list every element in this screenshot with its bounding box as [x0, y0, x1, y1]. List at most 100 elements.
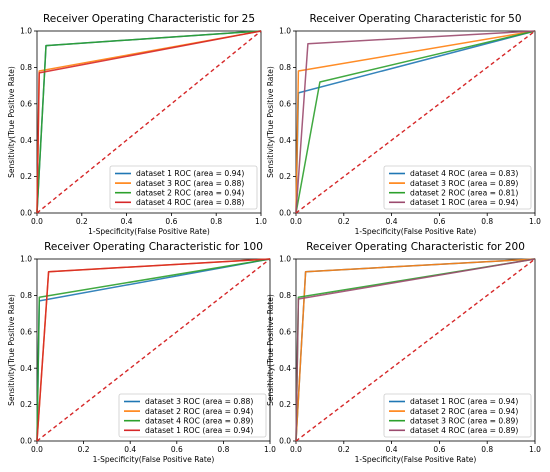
roc-curve-series-4 — [295, 258, 536, 442]
y-tick-label: 0.6 — [20, 327, 32, 336]
x-tick-label: 0.2 — [338, 217, 350, 226]
legend-entry: dataset 2 ROC (area = 0.81) — [410, 188, 518, 197]
y-tick-label: 0.8 — [20, 63, 32, 72]
legend: dataset 1 ROC (area = 0.94)dataset 2 ROC… — [383, 393, 532, 438]
roc-panel-1: Receiver Operating Characteristic for 25… — [7, 13, 267, 236]
plot-frame — [36, 30, 262, 214]
legend: dataset 4 ROC (area = 0.83)dataset 3 ROC… — [383, 165, 532, 210]
y-tick-label: 0.6 — [279, 99, 291, 108]
roc-panel-2: Receiver Operating Characteristic for 50… — [266, 13, 541, 236]
x-tick-label: 0.0 — [31, 217, 43, 226]
legend-entry: dataset 3 ROC (area = 0.89) — [410, 416, 518, 425]
y-tick-label: 1.0 — [20, 255, 32, 264]
y-tick-label: 0.0 — [20, 209, 32, 218]
roc-panel-3: Receiver Operating Characteristic for 10… — [7, 241, 276, 464]
x-tick-label: 0.8 — [481, 445, 493, 454]
roc-panel-4: Receiver Operating Characteristic for 20… — [266, 241, 541, 464]
roc-curve-series-3 — [36, 30, 262, 214]
legend-entry: dataset 2 ROC (area = 0.94) — [145, 407, 253, 416]
roc-curve-series-4 — [295, 30, 536, 214]
x-tick-label: 1.0 — [264, 445, 276, 454]
roc-curve-series-3 — [36, 258, 271, 442]
y-tick-label: 1.0 — [20, 27, 32, 36]
y-tick-label: 0.2 — [20, 400, 32, 409]
y-tick-label: 0.8 — [279, 63, 291, 72]
roc-curve-series-3 — [295, 30, 536, 214]
plot-frame — [295, 258, 536, 442]
x-tick-label: 0.0 — [290, 217, 302, 226]
legend-entry: dataset 1 ROC (area = 0.94) — [145, 426, 253, 435]
y-tick-label: 0.0 — [279, 209, 291, 218]
x-tick-label: 0.8 — [210, 217, 222, 226]
y-tick-label: 0.6 — [20, 99, 32, 108]
y-axis-label: Sensitivity(True Positive Rate) — [266, 294, 275, 406]
plot-frame — [36, 258, 271, 442]
chance-line — [36, 258, 271, 442]
legend-entry: dataset 4 ROC (area = 0.88) — [136, 198, 244, 207]
y-tick-label: 0.2 — [20, 172, 32, 181]
x-tick-label: 1.0 — [255, 217, 267, 226]
y-tick-label: 0.4 — [279, 136, 291, 145]
legend-entry: dataset 1 ROC (area = 0.94) — [410, 198, 518, 207]
chance-line — [295, 30, 536, 214]
x-tick-label: 0.8 — [217, 445, 229, 454]
legend-entry: dataset 3 ROC (area = 0.88) — [136, 179, 244, 188]
roc-curve-series-2 — [295, 258, 536, 442]
x-tick-label: 0.6 — [165, 217, 177, 226]
x-tick-label: 0.0 — [290, 445, 302, 454]
legend-box — [383, 393, 532, 438]
legend-box — [118, 393, 267, 438]
y-tick-label: 0.0 — [279, 437, 291, 446]
x-tick-label: 1.0 — [529, 445, 541, 454]
x-tick-label: 0.4 — [121, 217, 133, 226]
y-tick-label: 0.6 — [279, 327, 291, 336]
y-tick-label: 0.2 — [279, 172, 291, 181]
y-tick-label: 0.8 — [20, 291, 32, 300]
x-tick-label: 0.8 — [481, 217, 493, 226]
legend: dataset 1 ROC (area = 0.94)dataset 3 ROC… — [109, 165, 258, 210]
x-tick-label: 0.6 — [433, 445, 445, 454]
legend-box — [109, 165, 258, 210]
chance-line — [295, 258, 536, 442]
y-tick-label: 0.4 — [20, 136, 32, 145]
legend-entry: dataset 3 ROC (area = 0.89) — [410, 179, 518, 188]
x-axis-label: 1-Specificity(False Positive Rate) — [88, 227, 210, 236]
x-tick-label: 0.6 — [171, 445, 183, 454]
y-tick-label: 0.4 — [279, 364, 291, 373]
legend-entry: dataset 4 ROC (area = 0.89) — [410, 426, 518, 435]
x-axis-label: 1-Specificity(False Positive Rate) — [93, 455, 215, 464]
x-tick-label: 0.0 — [31, 445, 43, 454]
legend-entry: dataset 2 ROC (area = 0.94) — [136, 188, 244, 197]
chart-title: Receiver Operating Characteristic for 50 — [309, 13, 521, 25]
chart-title: Receiver Operating Characteristic for 10… — [44, 241, 263, 253]
x-tick-label: 0.2 — [338, 445, 350, 454]
y-axis-label: Sensitivity(True Positive Rate) — [7, 294, 16, 406]
legend-entry: dataset 4 ROC (area = 0.83) — [410, 169, 518, 178]
legend-entry: dataset 3 ROC (area = 0.88) — [145, 397, 253, 406]
x-tick-label: 0.6 — [433, 217, 445, 226]
chart-title: Receiver Operating Characteristic for 25 — [43, 13, 255, 25]
y-tick-label: 0.8 — [279, 291, 291, 300]
x-tick-label: 0.2 — [78, 445, 90, 454]
legend-entry: dataset 2 ROC (area = 0.94) — [410, 407, 518, 416]
x-axis-label: 1-Specificity(False Positive Rate) — [355, 227, 477, 236]
y-axis-label: Sensitivity(True Positive Rate) — [7, 66, 16, 178]
legend: dataset 3 ROC (area = 0.88)dataset 2 ROC… — [118, 393, 267, 438]
roc-curve-series-4 — [36, 30, 262, 214]
x-tick-label: 0.2 — [76, 217, 88, 226]
x-axis-label: 1-Specificity(False Positive Rate) — [355, 455, 477, 464]
y-tick-label: 0.0 — [20, 437, 32, 446]
chance-line — [36, 30, 262, 214]
x-tick-label: 1.0 — [529, 217, 541, 226]
y-tick-label: 1.0 — [279, 27, 291, 36]
plot-frame — [295, 30, 536, 214]
chart-title: Receiver Operating Characteristic for 20… — [306, 241, 525, 253]
legend-entry: dataset 4 ROC (area = 0.89) — [145, 416, 253, 425]
legend-entry: dataset 1 ROC (area = 0.94) — [136, 169, 244, 178]
y-tick-label: 0.2 — [279, 400, 291, 409]
y-tick-label: 1.0 — [279, 255, 291, 264]
x-tick-label: 0.4 — [124, 445, 136, 454]
roc-curve-series-2 — [295, 30, 536, 214]
y-axis-label: Sensitivity(True Positive Rate) — [266, 66, 275, 178]
